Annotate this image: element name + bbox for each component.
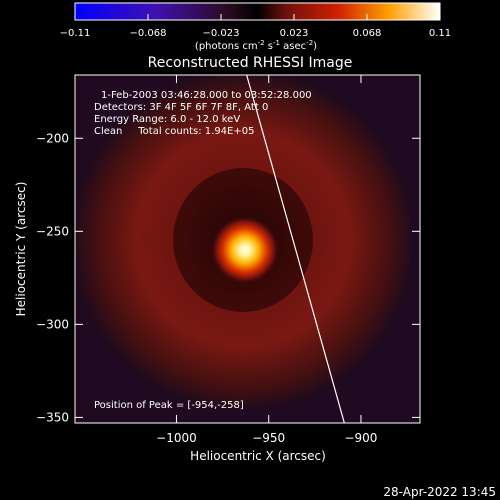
annotation-time-range: 1-Feb-2003 03:46:28.000 to 03:52:28.000 (101, 90, 312, 101)
annotation-energy-range: Energy Range: 6.0 - 12.0 keV (94, 114, 240, 125)
y-axis-label: Heliocentric Y (arcsec) (14, 182, 28, 317)
x-tick-label: −950 (252, 431, 285, 445)
x-tick-label: −1000 (156, 431, 197, 445)
annotation-peak-position: Position of Peak = [-954,-258] (94, 400, 244, 411)
annotation-detectors: Detectors: 3F 4F 5F 6F 7F 8F, Att 0 (94, 102, 268, 113)
colorbar-tick-label: −0.068 (129, 28, 166, 39)
heatmap-image (75, 75, 420, 423)
y-tick-label: −300 (36, 317, 69, 331)
colorbar-unit-label: (photons cm-2 s-1 asec-2) (195, 39, 317, 52)
colorbar-tick-label: −0.023 (202, 28, 239, 39)
plot-frame (74, 74, 421, 424)
y-tick-label: −250 (36, 224, 69, 238)
x-axis-label: Heliocentric X (arcsec) (190, 449, 326, 463)
peak-source (211, 216, 279, 284)
x-axis-ticks: −1000 −950 −900 (156, 75, 377, 445)
x-tick-label: −900 (344, 431, 377, 445)
colorbar-ticks: −0.11 −0.068 −0.023 0.023 0.068 0.11 (60, 14, 451, 39)
chart-title: Reconstructed RHESSI Image (148, 55, 353, 71)
footer-date: 28-Apr-2022 13:45 (383, 485, 496, 499)
colorbar-tick-label: 0.11 (429, 28, 451, 39)
y-tick-label: −350 (36, 410, 69, 424)
colorbar-tick-label: −0.11 (60, 28, 91, 39)
y-axis-ticks: −200 −250 −300 −350 (36, 131, 420, 424)
colorbar-tick-label: 0.023 (280, 28, 309, 39)
colorbar-tick-label: 0.068 (353, 28, 382, 39)
colorbar (74, 2, 441, 21)
annotation-clean-counts: Clean Total counts: 1.94E+05 (94, 126, 254, 137)
limb-line (246, 75, 345, 423)
y-tick-label: −200 (36, 131, 69, 145)
